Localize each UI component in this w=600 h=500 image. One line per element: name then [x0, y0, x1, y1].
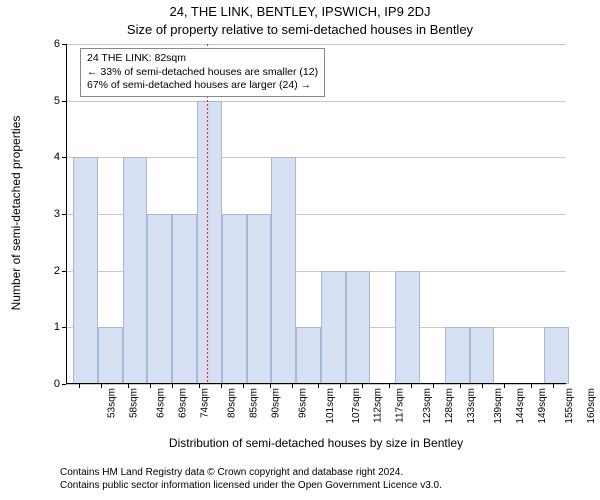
x-tick-label: 69sqm	[172, 388, 189, 418]
x-tick-label: 144sqm	[509, 388, 526, 424]
x-tick-mark	[340, 384, 341, 388]
x-tick-mark	[531, 384, 532, 388]
chart-supertitle: 24, THE LINK, BENTLEY, IPSWICH, IP9 2DJ	[0, 4, 600, 19]
x-tick-mark	[292, 384, 293, 388]
x-tick-mark	[362, 384, 363, 388]
x-tick-label: 53sqm	[101, 388, 118, 418]
x-tick-label: 90sqm	[265, 388, 282, 418]
x-tick-mark	[553, 384, 554, 388]
x-tick-mark	[150, 384, 151, 388]
annotation-line: 24 THE LINK: 82sqm	[87, 52, 318, 66]
x-tick-mark	[433, 384, 434, 388]
x-tick-label: 64sqm	[149, 388, 166, 418]
chart-page: 24, THE LINK, BENTLEY, IPSWICH, IP9 2DJ …	[0, 0, 600, 500]
x-tick-label: 155sqm	[558, 388, 575, 424]
x-tick-mark	[172, 384, 173, 388]
x-tick-mark	[79, 384, 80, 388]
x-tick-mark	[128, 384, 129, 388]
x-tick-label: 117sqm	[389, 388, 406, 423]
x-tick-label: 128sqm	[438, 388, 455, 424]
x-tick-mark	[460, 384, 461, 388]
x-tick-label: 133sqm	[460, 388, 477, 424]
x-tick-mark	[243, 384, 244, 388]
x-tick-mark	[318, 384, 319, 388]
x-tick-container: 53sqm 58sqm 64sqm 69sqm 74sqm 80sqm 85sqm 90sqm…	[66, 384, 566, 444]
x-axis-label: Distribution of semi-detached houses by …	[66, 436, 566, 450]
chart-title: Size of property relative to semi-detach…	[0, 22, 600, 37]
x-tick-label: 149sqm	[531, 388, 548, 424]
footer-line-2: Contains public sector information licen…	[60, 479, 442, 492]
x-tick-mark	[411, 384, 412, 388]
x-tick-label: 139sqm	[487, 388, 504, 424]
annotation-box: 24 THE LINK: 82sqm← 33% of semi-detached…	[80, 48, 325, 97]
x-tick-label: 85sqm	[242, 388, 259, 418]
x-tick-mark	[270, 384, 271, 388]
x-tick-mark	[389, 384, 390, 388]
x-tick-label: 107sqm	[345, 388, 362, 424]
footer-line-1: Contains HM Land Registry data © Crown c…	[60, 466, 442, 479]
x-tick-mark	[221, 384, 222, 388]
annotation-line: ← 33% of semi-detached houses are smalle…	[87, 66, 318, 80]
x-tick-label: 96sqm	[291, 388, 308, 418]
x-tick-mark	[482, 384, 483, 388]
x-tick-label: 80sqm	[220, 388, 237, 418]
x-tick-label: 123sqm	[416, 388, 433, 424]
footer-attribution: Contains HM Land Registry data © Crown c…	[60, 466, 442, 492]
x-tick-mark	[504, 384, 505, 388]
x-tick-mark	[199, 384, 200, 388]
x-tick-label: 101sqm	[319, 388, 336, 424]
y-axis-line	[66, 44, 67, 384]
x-tick-mark	[101, 384, 102, 388]
x-tick-label: 112sqm	[367, 388, 384, 423]
x-tick-label: 160sqm	[580, 388, 597, 424]
y-axis-label: Number of semi-detached properties	[9, 93, 23, 333]
annotation-line: 67% of semi-detached houses are larger (…	[87, 79, 318, 93]
x-tick-label: 74sqm	[194, 388, 211, 418]
x-tick-label: 58sqm	[123, 388, 140, 418]
